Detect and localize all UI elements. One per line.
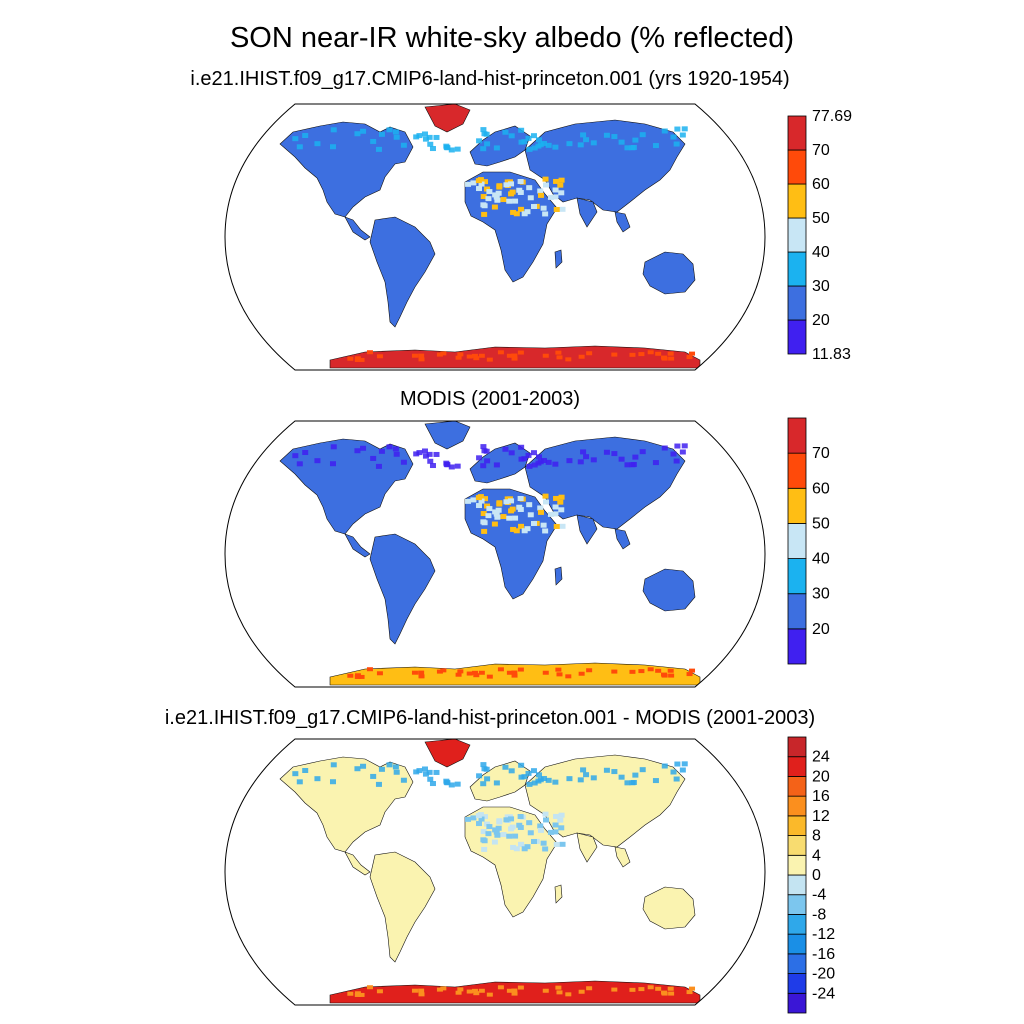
land-region-seAsia <box>614 528 631 550</box>
map-frame <box>224 420 766 688</box>
land-region-northAmerica <box>279 121 414 218</box>
land-region-india <box>576 832 598 863</box>
colorbar-segment <box>787 149 807 185</box>
colorbar-tick-label: -12 <box>812 926 835 943</box>
land-region-madagascar <box>554 249 563 269</box>
colorbar-tick-label: 20 <box>812 312 830 329</box>
colorbar-tick-label: 24 <box>812 749 830 766</box>
colorbar-segment <box>787 183 807 219</box>
colorbar-tick-label: 60 <box>812 176 830 193</box>
colorbar-segment <box>787 854 807 876</box>
colorbar-tick-label: 70 <box>812 142 830 159</box>
colorbar-segment <box>787 953 807 974</box>
colorbar-segment <box>787 815 807 836</box>
colorbar-segment <box>787 973 807 994</box>
colorbar-tick-label: 0 <box>812 867 821 884</box>
land-region-centralAmerica <box>344 533 371 558</box>
land-region-northAmerica <box>279 756 414 853</box>
colorbar-segment <box>787 417 807 454</box>
map-frame <box>224 103 766 371</box>
albedo-map-model <box>224 103 766 371</box>
land-region-greenland <box>424 421 471 450</box>
colorbar-segment <box>787 776 807 797</box>
panel-3-title: i.e21.IHIST.f09_g17.CMIP6-land-hist-prin… <box>164 707 816 729</box>
colorbar-segment <box>787 523 807 559</box>
colorbar-segment <box>787 452 807 489</box>
colorbar-tick-label: 77.69 <box>812 108 852 125</box>
colorbar-segment <box>787 319 807 355</box>
land-region-australia <box>642 251 696 295</box>
land-region-greenland <box>424 739 471 768</box>
land-region-india <box>576 197 598 228</box>
colorbar-segment <box>787 558 807 595</box>
colorbar-tick-label: 16 <box>812 788 830 805</box>
colorbar-tick-label: 40 <box>812 551 830 568</box>
colorbar-segment <box>787 933 807 955</box>
colorbar-tick-label: 20 <box>812 768 830 785</box>
colorbar-segment <box>787 874 807 896</box>
colorbar-segment <box>787 795 807 817</box>
colorbar-tick-label: 20 <box>812 621 830 638</box>
albedo-difference-map <box>224 738 766 1006</box>
colorbar-segment <box>787 217 807 253</box>
colorbar-segment <box>787 487 807 524</box>
land-region-southAmerica <box>369 533 436 645</box>
land-region-madagascar <box>554 884 563 904</box>
colorbar-tick-label: -24 <box>812 985 835 1002</box>
land-region-southAmerica <box>369 851 436 963</box>
colorbar-tick-label: 60 <box>812 480 830 497</box>
colorbar-tick-label: 50 <box>812 210 830 227</box>
albedo-map-modis <box>224 420 766 688</box>
colorbar-tick-label: 11.83 <box>812 346 851 363</box>
colorbar-tick-label: 4 <box>812 847 821 864</box>
colorbar-tick-label: 8 <box>812 828 821 845</box>
colorbar-segment <box>787 992 807 1014</box>
land-region-seAsia <box>614 211 631 233</box>
colorbar-difference: -24 -20 -16 -12 -8 -4 0 4 8 12 16 20 24 <box>787 736 835 1014</box>
colorbar-segment <box>787 756 807 777</box>
colorbar-tick-label: -16 <box>812 946 835 963</box>
land-region-centralAmerica <box>344 216 371 241</box>
panel-2-title: MODIS (2001-2003) <box>399 388 581 410</box>
colorbar-tick-label: 70 <box>812 445 830 462</box>
land-region-india <box>576 514 598 545</box>
colorbar-segment <box>787 914 807 935</box>
colorbar-tick-label: 50 <box>812 515 830 532</box>
land-region-centralAmerica <box>344 851 371 876</box>
colorbar-modis: 20 30 40 50 60 70 <box>787 417 830 665</box>
land-region-australia <box>642 568 696 612</box>
land-region-southAmerica <box>369 216 436 328</box>
colorbar-tick-label: 30 <box>812 278 830 295</box>
colorbar-segment <box>787 593 807 630</box>
colorbar-segment <box>787 251 807 287</box>
colorbar-model: 11.83 20 30 40 50 60 70 77.69 <box>787 108 852 363</box>
figure-title: SON near-IR white-sky albedo (% reflecte… <box>229 22 795 54</box>
colorbar-tick-label: -8 <box>812 906 826 923</box>
colorbar-segment <box>787 894 807 915</box>
colorbar-segment <box>787 835 807 856</box>
colorbar-tick-label: 40 <box>812 244 830 261</box>
land-region-northAmerica <box>279 438 414 535</box>
panel-1-title: i.e21.IHIST.f09_g17.CMIP6-land-hist-prin… <box>190 68 790 90</box>
land-region-australia <box>642 886 696 930</box>
land-region-madagascar <box>554 566 563 586</box>
colorbar-tick-label: 30 <box>812 586 830 603</box>
colorbar-segment <box>787 736 807 758</box>
colorbar-tick-label: 12 <box>812 808 830 825</box>
colorbar-segment <box>787 285 807 321</box>
colorbar-segment <box>787 628 807 665</box>
colorbar-tick-label: -20 <box>812 966 835 983</box>
colorbar-segment <box>787 115 807 151</box>
map-frame <box>224 738 766 1006</box>
land-region-greenland <box>424 104 471 133</box>
colorbar-tick-label: -4 <box>812 887 826 904</box>
land-region-seAsia <box>614 846 631 868</box>
